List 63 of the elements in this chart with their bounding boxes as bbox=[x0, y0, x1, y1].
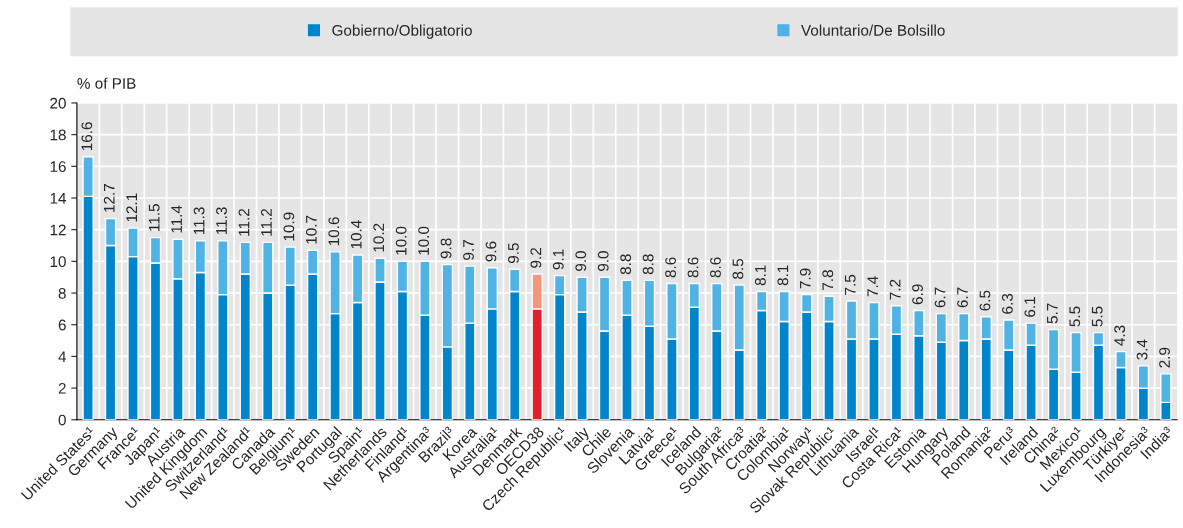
y-axis-title: % of PIB bbox=[77, 77, 136, 89]
y-tick-label: 8 bbox=[58, 287, 66, 299]
total-label: 6.7 bbox=[957, 287, 968, 308]
total-label: 10.0 bbox=[418, 226, 430, 255]
total-label: 12.7 bbox=[103, 184, 115, 212]
total-label: 10.4 bbox=[350, 220, 362, 249]
total-label: 11.4 bbox=[171, 205, 182, 233]
total-label: 8.1 bbox=[777, 265, 789, 286]
total-label: 7.8 bbox=[822, 270, 834, 290]
total-label: 8.6 bbox=[687, 257, 699, 278]
total-label: 5.5 bbox=[1069, 306, 1081, 327]
total-label: 11.5 bbox=[148, 204, 160, 231]
total-label: 10.6 bbox=[328, 217, 340, 246]
y-tick-label: 16 bbox=[50, 161, 66, 173]
total-label: 9.0 bbox=[597, 251, 609, 271]
total-label: 12.1 bbox=[126, 193, 137, 222]
y-tick-label: 18 bbox=[50, 129, 66, 141]
legend-label: Gobierno/Obligatorio bbox=[332, 24, 472, 39]
total-label: 11.2 bbox=[238, 208, 250, 236]
total-label: 16.6 bbox=[81, 122, 93, 151]
total-label: 11.3 bbox=[216, 207, 227, 235]
total-label: 7.5 bbox=[844, 274, 856, 295]
y-tick-label: 4 bbox=[58, 351, 67, 362]
total-label: 7.9 bbox=[799, 268, 811, 289]
total-label: 9.8 bbox=[440, 238, 452, 259]
total-label: 6.7 bbox=[934, 287, 946, 308]
total-label: 8.8 bbox=[642, 254, 654, 275]
total-label: 11.2 bbox=[261, 208, 272, 236]
total-label: 8.1 bbox=[754, 265, 766, 286]
y-tick-label: 14 bbox=[50, 193, 67, 204]
total-label: 10.2 bbox=[373, 223, 385, 252]
y-tick-label: 0 bbox=[58, 414, 66, 426]
total-label: 5.7 bbox=[1047, 303, 1058, 324]
total-label: 5.5 bbox=[1091, 306, 1103, 327]
total-label: 8.6 bbox=[665, 257, 676, 278]
total-label: 8.8 bbox=[620, 254, 632, 275]
total-label: 10.7 bbox=[305, 215, 317, 244]
total-label: 10.9 bbox=[283, 212, 295, 241]
y-tick-label: 6 bbox=[58, 319, 66, 331]
total-label: 2.9 bbox=[1159, 347, 1170, 368]
total-label: 3.4 bbox=[1136, 339, 1148, 360]
y-tick-label: 10 bbox=[50, 256, 66, 268]
total-label: 9.7 bbox=[463, 240, 474, 260]
y-tick-label: 12 bbox=[50, 224, 66, 236]
total-label: 9.6 bbox=[485, 241, 497, 262]
total-label: 6.3 bbox=[1001, 293, 1013, 314]
total-label: 7.4 bbox=[867, 276, 878, 297]
y-tick-label: 20 bbox=[50, 97, 66, 109]
total-label: 6.1 bbox=[1024, 297, 1036, 317]
total-label: 9.2 bbox=[530, 248, 542, 268]
y-tick-label: 2 bbox=[58, 382, 66, 394]
total-label: 9.0 bbox=[575, 251, 587, 271]
total-label: 8.5 bbox=[732, 258, 744, 279]
total-label: 7.2 bbox=[889, 279, 901, 300]
total-label: 11.3 bbox=[193, 207, 205, 235]
legend-label: Voluntario/De Bolsillo bbox=[801, 24, 945, 36]
total-label: 10.0 bbox=[395, 226, 407, 255]
total-label: 6.9 bbox=[912, 284, 923, 305]
total-label: 6.5 bbox=[979, 290, 991, 311]
total-label: 9.5 bbox=[508, 243, 519, 264]
total-label: 4.3 bbox=[1114, 325, 1126, 346]
total-label: 9.1 bbox=[552, 249, 564, 270]
total-label: 8.6 bbox=[710, 257, 721, 278]
